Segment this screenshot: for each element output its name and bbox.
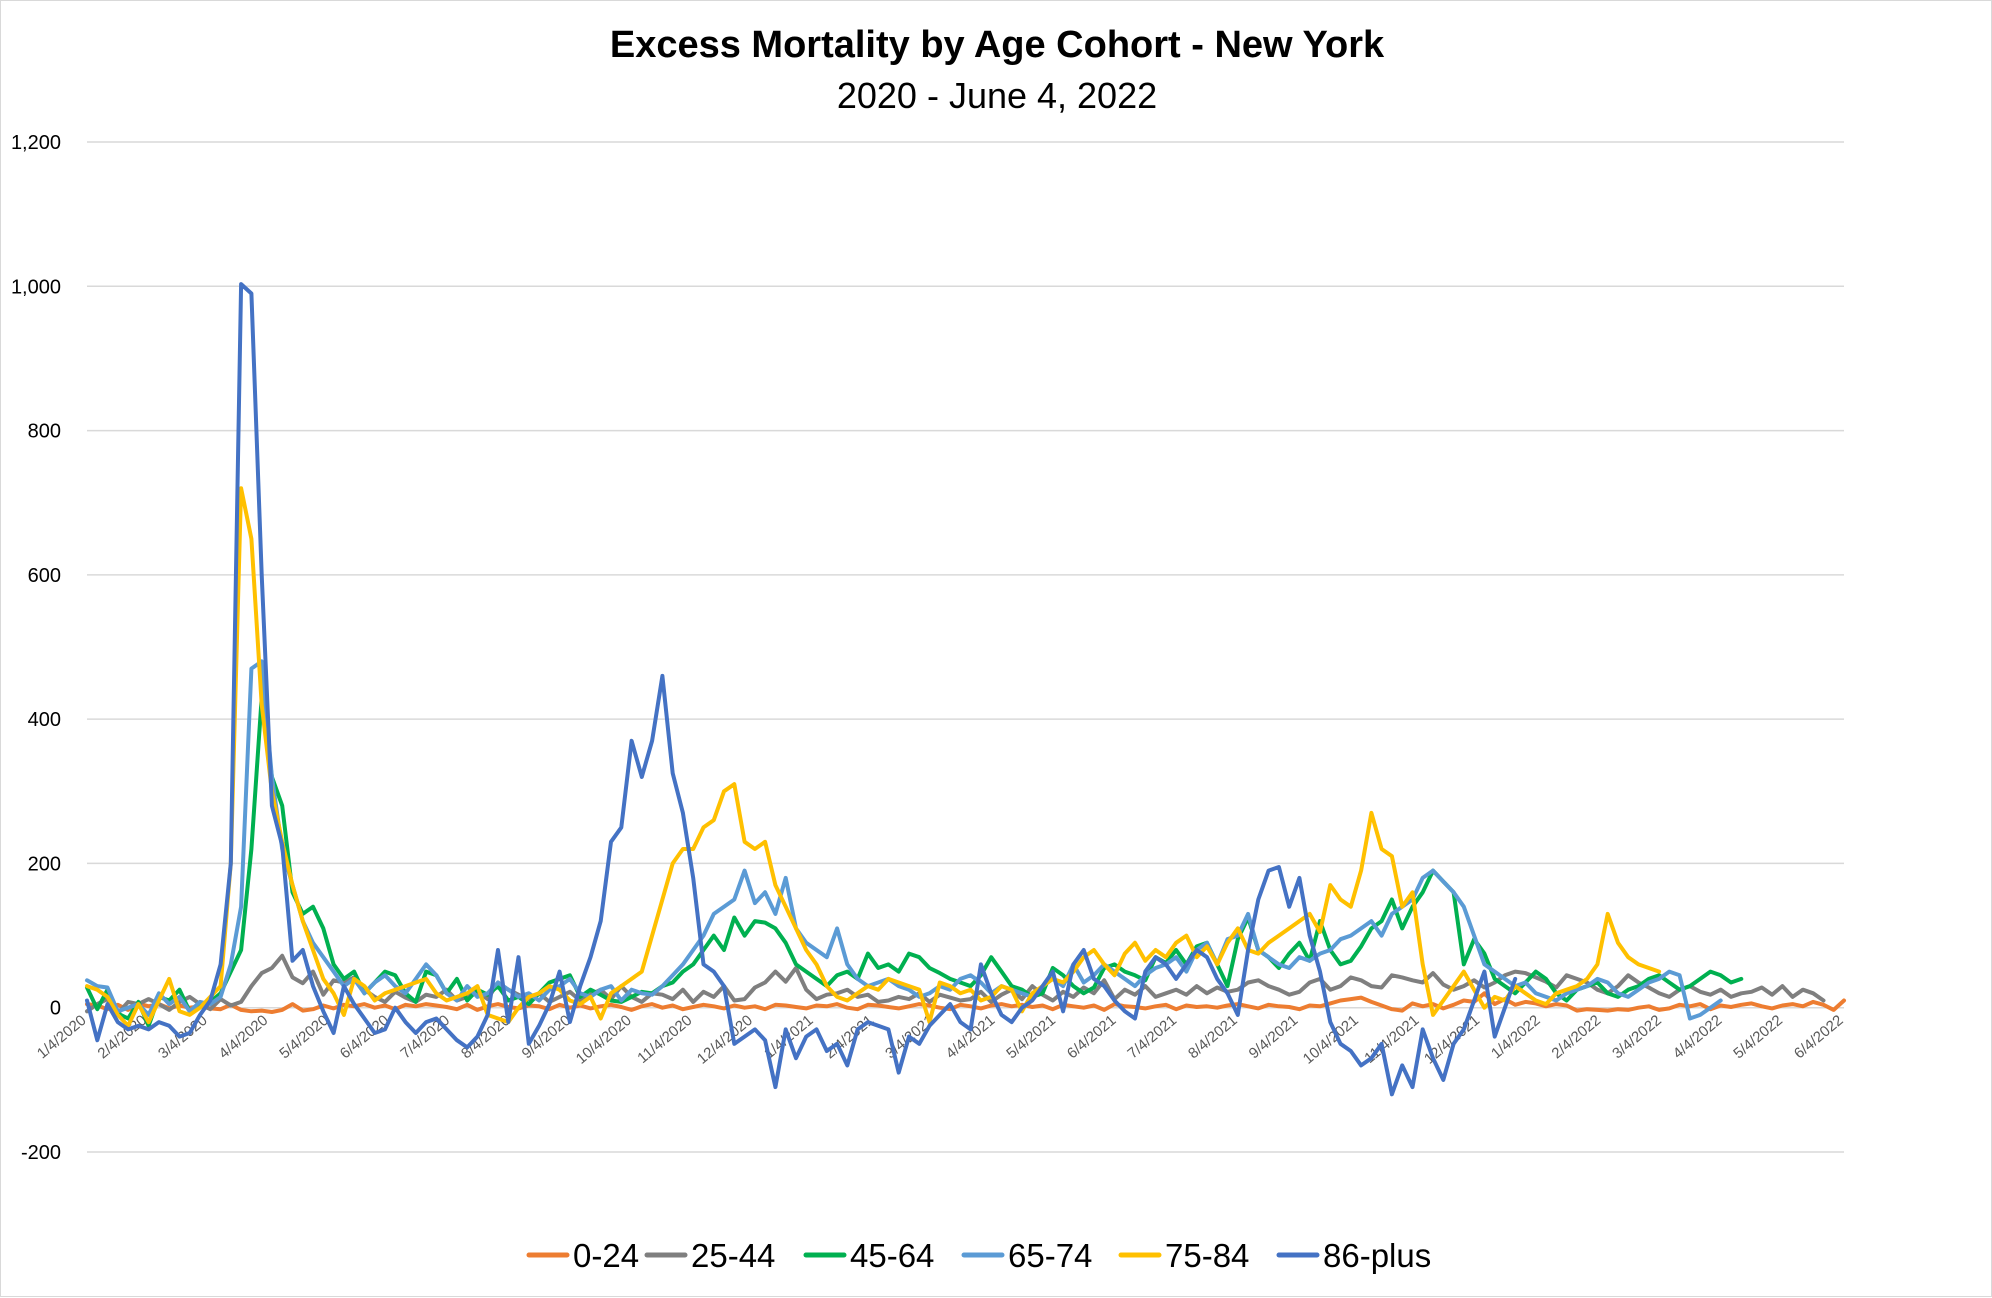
x-tick-label: 9/4/2021 [1246, 1012, 1302, 1063]
x-tick-label: 5/4/2020 [276, 1012, 332, 1063]
legend-label-45-64: 45-64 [850, 1237, 934, 1274]
series-line-0-24 [85, 991, 1846, 1014]
y-tick-label: -200 [21, 1142, 61, 1164]
series-line-65-74 [85, 659, 1723, 1021]
series-line-86-plus [85, 282, 1518, 1097]
y-tick-label: 0 [50, 998, 61, 1020]
y-tick-label: 200 [28, 853, 61, 875]
x-tick-label: 5/4/2022 [1730, 1012, 1786, 1063]
y-axis-ticks: -200 0 200 400 600 800 1,000 1,200 [11, 132, 61, 1164]
x-tick-label: 11/4/2020 [634, 1012, 695, 1067]
series-lines [85, 282, 1846, 1097]
x-tick-label: 6/4/2022 [1791, 1012, 1847, 1063]
y-tick-label: 800 [28, 421, 61, 443]
legend-label-86-plus: 86-plus [1323, 1237, 1431, 1274]
x-tick-label: 12/4/2021 [1421, 1012, 1483, 1068]
y-tick-label: 400 [28, 709, 61, 731]
x-tick-label: 6/4/2021 [1064, 1012, 1120, 1063]
chart-subtitle: 2020 - June 4, 2022 [837, 75, 1157, 116]
y-tick-label: 600 [28, 565, 61, 587]
x-tick-label: 3/4/2022 [1609, 1012, 1665, 1063]
legend-label-25-44: 25-44 [691, 1237, 775, 1274]
chart-title: Excess Mortality by Age Cohort - New Yor… [610, 24, 1385, 66]
x-tick-label: 10/4/2020 [573, 1012, 635, 1068]
legend-label-0-24: 0-24 [573, 1237, 639, 1274]
x-tick-label: 1/4/2020 [34, 1012, 90, 1063]
legend-label-65-74: 65-74 [1008, 1237, 1092, 1274]
series-line-75-84 [85, 486, 1662, 1028]
x-axis-ticks: 1/4/2020 2/4/2020 3/4/2020 4/4/2020 5/4/2020… [34, 1012, 1847, 1068]
x-tick-label: 2/4/2022 [1549, 1012, 1605, 1063]
legend: 0-24 25-44 45-64 65-74 75-84 86-plus [526, 1237, 1431, 1274]
x-tick-label: 4/4/2020 [216, 1012, 272, 1063]
x-tick-label: 8/4/2021 [1185, 1012, 1241, 1063]
x-tick-label: 4/4/2022 [1670, 1012, 1726, 1063]
y-tick-label: 1,200 [11, 132, 61, 154]
y-tick-label: 1,000 [11, 276, 61, 298]
legend-label-75-84: 75-84 [1165, 1237, 1249, 1274]
x-tick-label: 12/4/2020 [694, 1012, 756, 1068]
